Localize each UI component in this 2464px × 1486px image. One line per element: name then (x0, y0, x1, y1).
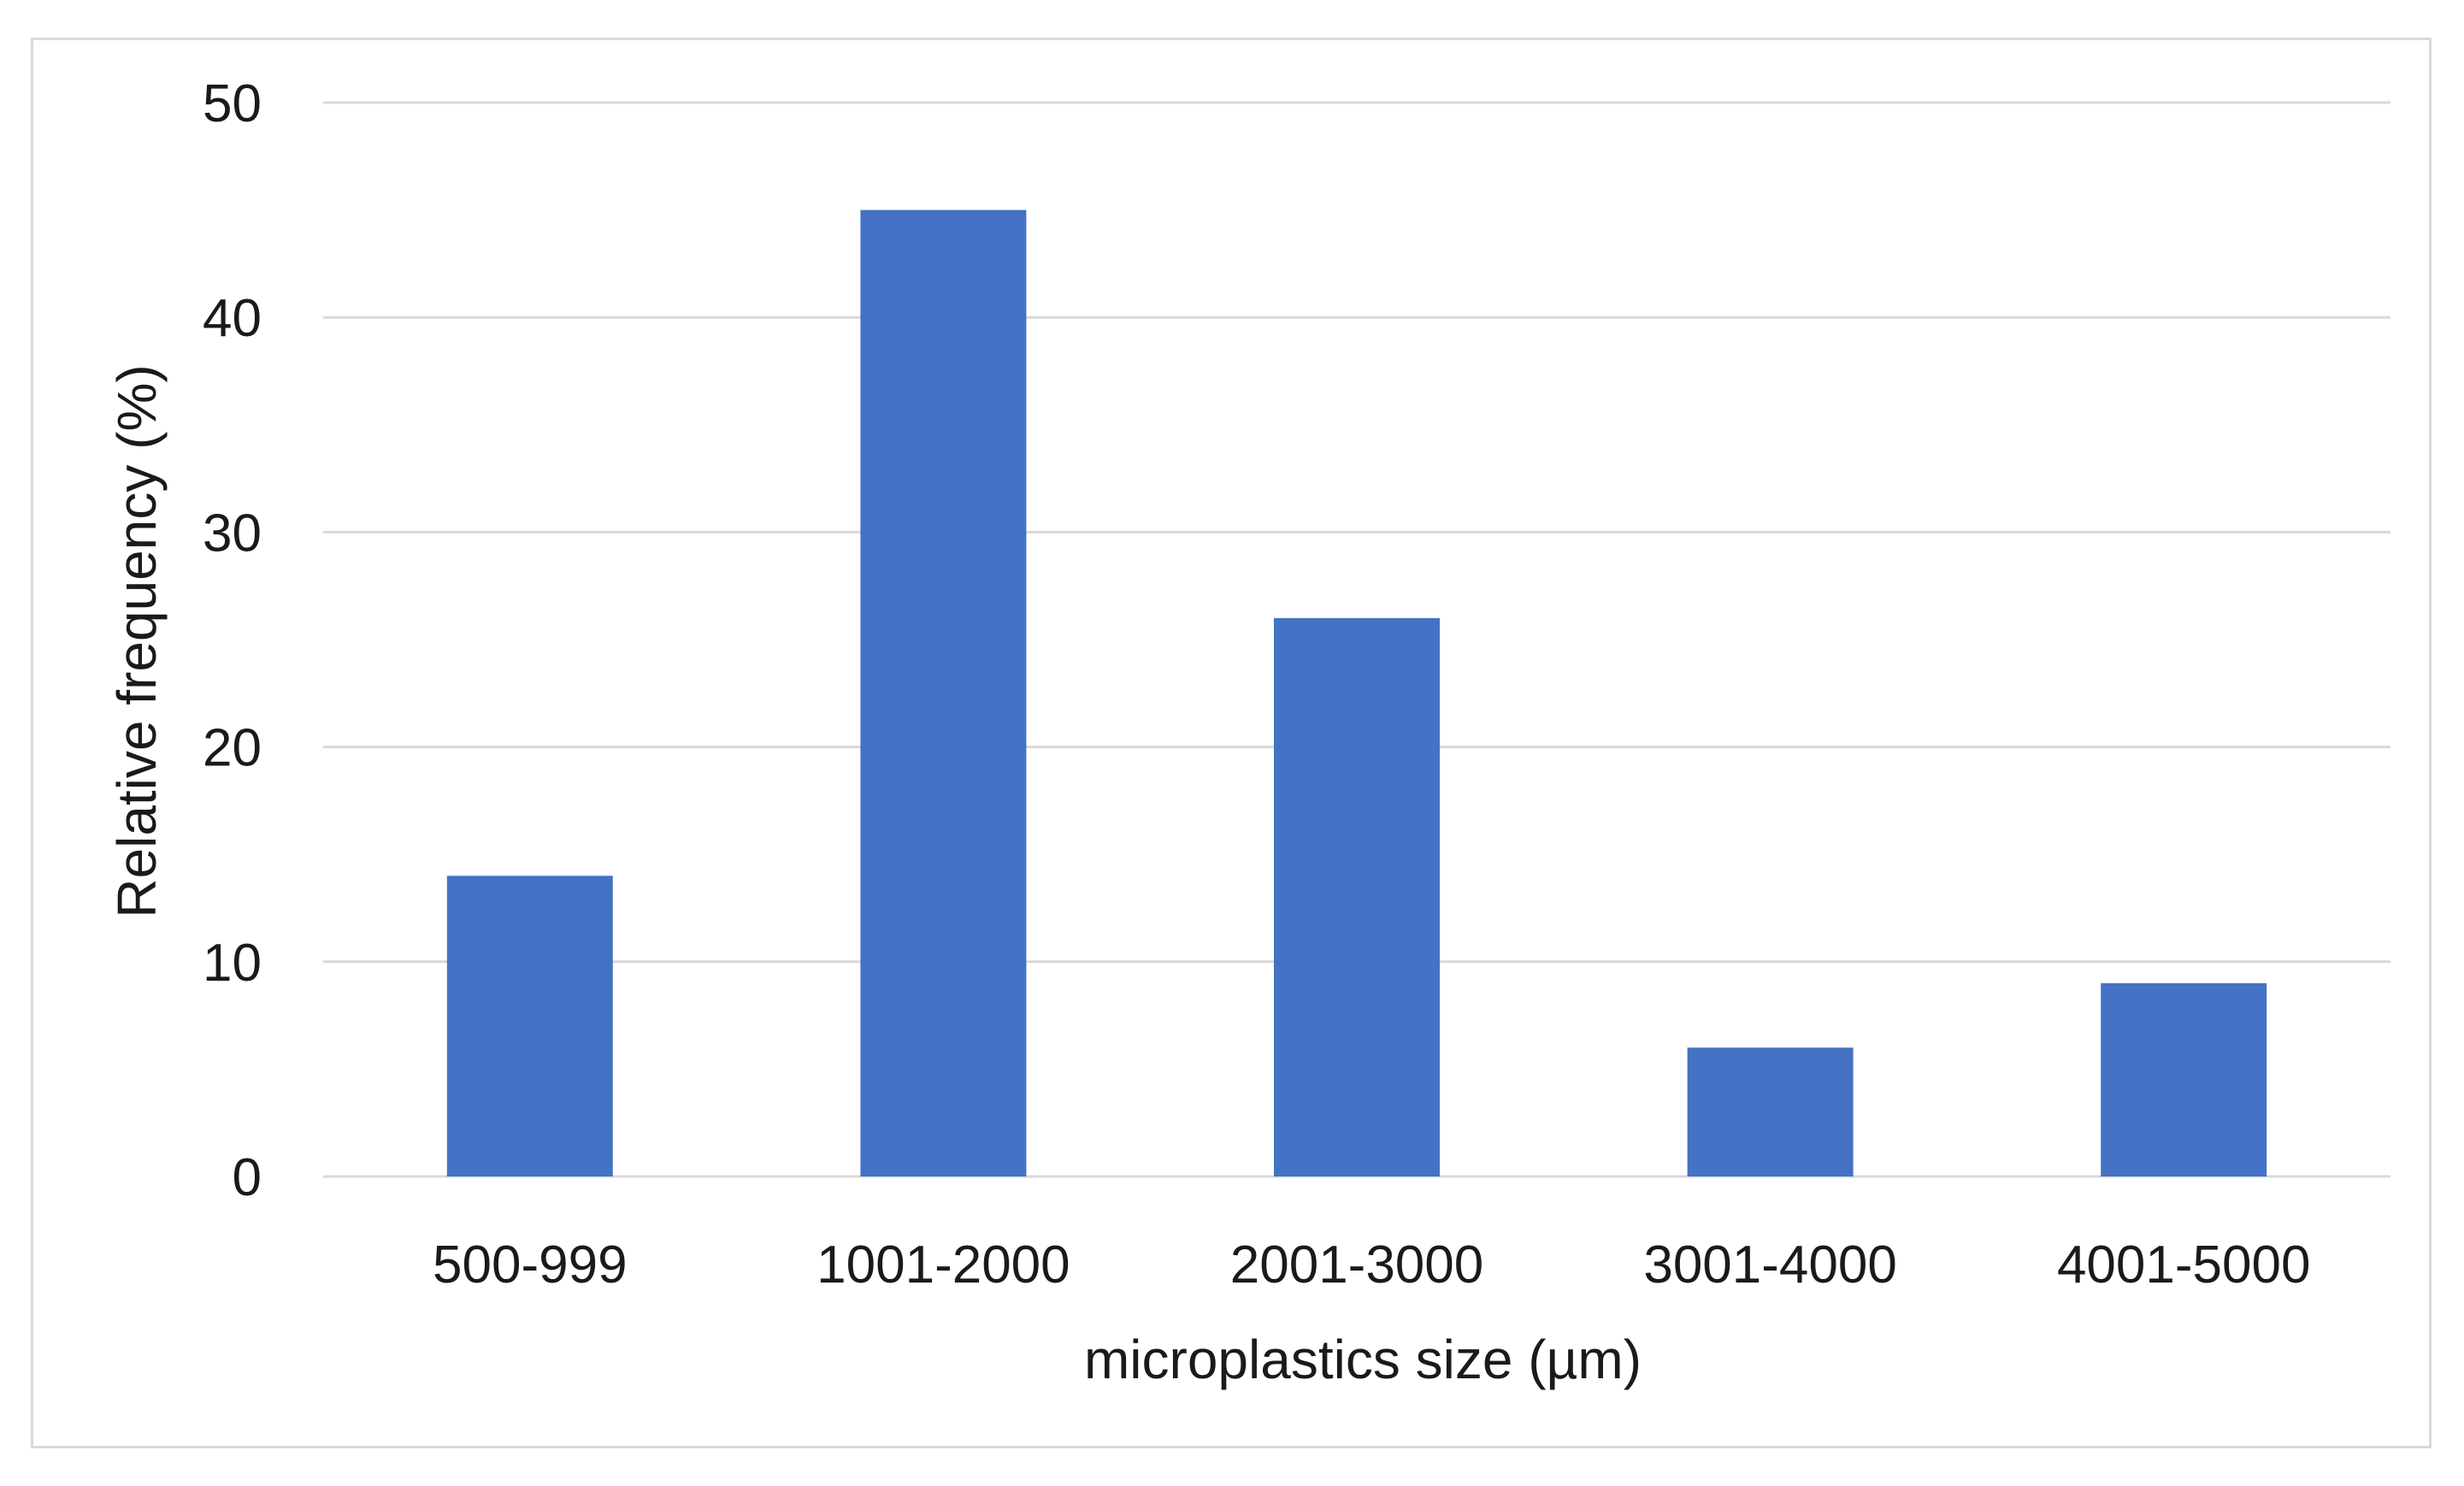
bars (446, 209, 2267, 1177)
bar-500-999 (446, 876, 613, 1176)
y-tick-label: 10 (203, 934, 262, 993)
chart-frame (31, 38, 2432, 1448)
bar-2001-3000 (1274, 617, 1440, 1176)
y-tick-label: 50 (203, 74, 262, 133)
x-tick-label: 4001-5000 (2057, 1235, 2311, 1294)
y-tick-label: 30 (203, 504, 262, 563)
y-axis-ticks: 0 10 20 30 40 50 (203, 74, 262, 1207)
x-axis-ticks: 500-999 1001-2000 2001-3000 3001-4000 4001-5… (433, 1235, 2310, 1294)
x-tick-label: 2001-3000 (1230, 1235, 1484, 1294)
y-tick-label: 20 (203, 719, 262, 778)
bar-3001-4000 (1687, 1047, 1854, 1176)
x-axis-title: microplastics size (µm) (1084, 1329, 1642, 1390)
x-tick-label: 500-999 (433, 1235, 628, 1294)
gridlines (323, 101, 2390, 1178)
x-tick-label: 1001-2000 (816, 1235, 1070, 1294)
bar-4001-5000 (2101, 982, 2267, 1176)
y-axis-title: Relative frequency (%) (106, 364, 168, 917)
y-tick-label: 40 (203, 289, 262, 348)
x-tick-label: 3001-4000 (1643, 1235, 1897, 1294)
y-tick-label: 0 (233, 1148, 262, 1207)
bar-1001-2000 (860, 209, 1027, 1177)
